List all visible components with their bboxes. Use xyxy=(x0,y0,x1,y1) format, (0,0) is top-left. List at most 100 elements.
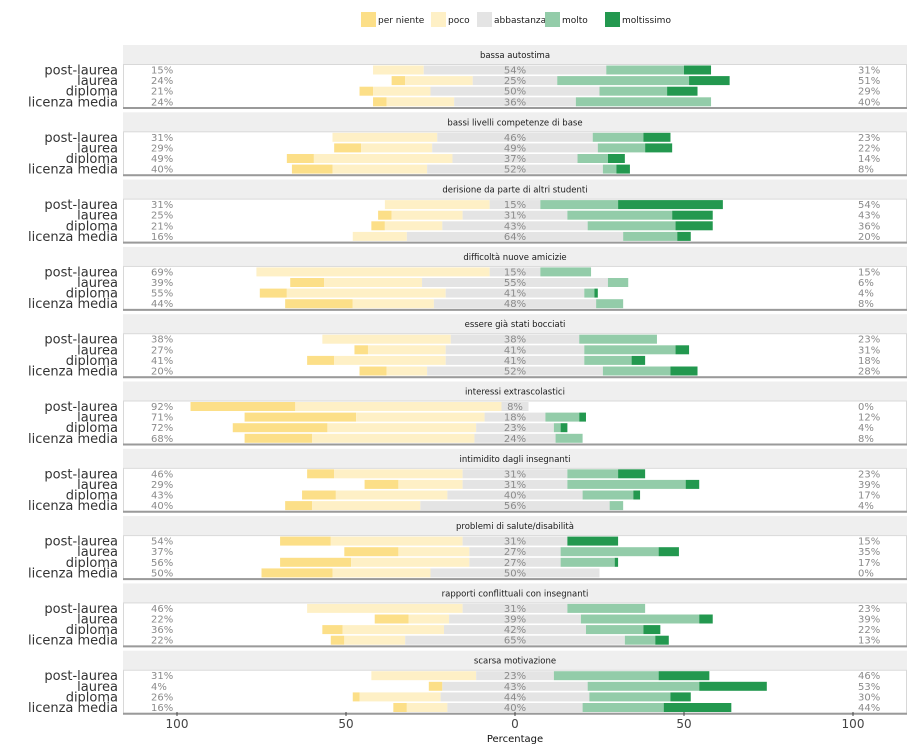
bar-segment-poco xyxy=(386,366,428,376)
pct-right: 23% xyxy=(858,469,880,480)
pct-right: 18% xyxy=(858,356,880,367)
row-label: diploma xyxy=(66,287,118,302)
bar-segment-per-niente xyxy=(244,433,313,443)
x-tick-label: 50 xyxy=(338,717,353,731)
row-label: laurea xyxy=(77,74,118,89)
pct-right: 15% xyxy=(858,267,880,278)
pct-right: 36% xyxy=(858,221,880,232)
bar-segment-abbastanza xyxy=(447,703,583,712)
bar-segment-moltissimo xyxy=(594,288,598,298)
pct-right: 8% xyxy=(858,299,874,310)
bar-segment-moltissimo xyxy=(614,557,619,567)
row-label: laurea xyxy=(77,411,118,426)
pct-mid: 56% xyxy=(504,501,526,512)
bar-segment-molto xyxy=(607,278,629,287)
panel-strip xyxy=(123,112,907,132)
bar-segment-moltissimo xyxy=(672,210,713,220)
bar-segment-poco xyxy=(367,345,446,355)
bar-segment-abbastanza xyxy=(430,86,600,96)
pct-left: 50% xyxy=(151,568,173,579)
bar-segment-abbastanza xyxy=(472,76,558,86)
bar-segment-abbastanza xyxy=(427,366,603,376)
bar-segment-per-niente xyxy=(291,164,333,174)
row-label: diploma xyxy=(66,623,118,638)
pct-left: 29% xyxy=(151,480,173,491)
bar-segment-abbastanza xyxy=(474,433,556,443)
row-label: diploma xyxy=(66,421,118,436)
pct-mid: 31% xyxy=(504,469,526,480)
pct-right: 23% xyxy=(858,335,880,346)
bar-segment-per-niente xyxy=(334,143,362,153)
row-label: post-laurea xyxy=(44,669,118,684)
pct-mid: 18% xyxy=(504,413,526,424)
pct-mid: 42% xyxy=(504,625,526,636)
row-label: licenza media xyxy=(28,634,118,649)
row-label: post-laurea xyxy=(44,198,118,213)
pct-right: 23% xyxy=(858,604,880,615)
pct-right: 46% xyxy=(858,671,880,682)
pct-left: 69% xyxy=(151,267,173,278)
pct-right: 4% xyxy=(858,423,874,434)
pct-mid: 40% xyxy=(504,703,526,714)
bar-segment-molto xyxy=(585,625,644,635)
bar-segment-abbastanza xyxy=(444,625,586,635)
bar-segment-abbastanza xyxy=(445,355,585,365)
row-label: licenza media xyxy=(28,566,118,581)
pct-left: 41% xyxy=(151,356,173,367)
pct-left: 16% xyxy=(151,232,173,243)
bar-segment-abbastanza xyxy=(420,501,610,511)
row-label: laurea xyxy=(77,545,118,560)
pct-mid: 43% xyxy=(504,682,526,693)
bar-segment-molto xyxy=(584,355,632,365)
bar-segment-abbastanza xyxy=(462,479,568,489)
bar-segment-abbastanza xyxy=(449,614,581,624)
bar-segment-abbastanza xyxy=(489,267,541,277)
pct-left: 21% xyxy=(151,221,173,232)
pct-mid: 15% xyxy=(504,267,526,278)
bar-segment-moltissimo xyxy=(667,86,698,96)
pct-left: 26% xyxy=(151,692,173,703)
pct-mid: 49% xyxy=(504,143,526,154)
bar-segment-moltissimo xyxy=(618,200,723,210)
row-label: licenza media xyxy=(28,230,118,245)
bar-segment-abbastanza xyxy=(476,423,554,433)
bar-segment-abbastanza xyxy=(437,132,593,142)
panel-title: rapporti conflittuali con insegnanti xyxy=(442,589,589,599)
bar-segment-per-niente xyxy=(286,154,314,163)
bar-segment-molto xyxy=(623,231,678,241)
bar-segment-poco xyxy=(334,469,463,479)
bar-segment-molto xyxy=(567,469,619,479)
bar-segment-molto xyxy=(567,210,673,220)
pct-mid: 36% xyxy=(504,97,526,108)
bar-segment-molto xyxy=(589,692,671,702)
bar-segment-per-niente xyxy=(359,86,374,96)
bar-segment-molto xyxy=(597,143,646,153)
pct-left: 55% xyxy=(151,289,173,300)
panel-strip xyxy=(123,381,907,401)
bar-segment-abbastanza xyxy=(447,490,583,500)
bar-segment-moltissimo xyxy=(633,490,641,500)
bar-segment-moltissimo xyxy=(670,366,698,376)
bar-segment-molto xyxy=(602,164,617,174)
pct-mid: 31% xyxy=(504,480,526,491)
pct-right: 40% xyxy=(858,97,880,108)
x-axis-title: Percentage xyxy=(487,734,543,745)
pct-mid: 44% xyxy=(504,692,526,703)
bar-segment-per-niente xyxy=(378,210,392,220)
bar-segment-poco xyxy=(332,568,431,578)
bar-segment-per-niente xyxy=(261,568,333,578)
row-label: diploma xyxy=(66,219,118,234)
bar-segment-moltissimo xyxy=(579,412,586,422)
pct-right: 17% xyxy=(858,558,880,569)
pct-left: 31% xyxy=(151,200,173,211)
bar-segment-molto xyxy=(557,76,690,86)
pct-left: 38% xyxy=(151,335,173,346)
pct-right: 17% xyxy=(858,491,880,502)
bar-segment-abbastanza xyxy=(462,603,568,613)
bar-segment-moltissimo xyxy=(670,692,691,702)
pct-right: 39% xyxy=(858,480,880,491)
bar-segment-molto xyxy=(540,267,592,277)
pct-left: 29% xyxy=(151,143,173,154)
row-label: post-laurea xyxy=(44,602,118,617)
bar-segment-poco xyxy=(312,501,421,511)
